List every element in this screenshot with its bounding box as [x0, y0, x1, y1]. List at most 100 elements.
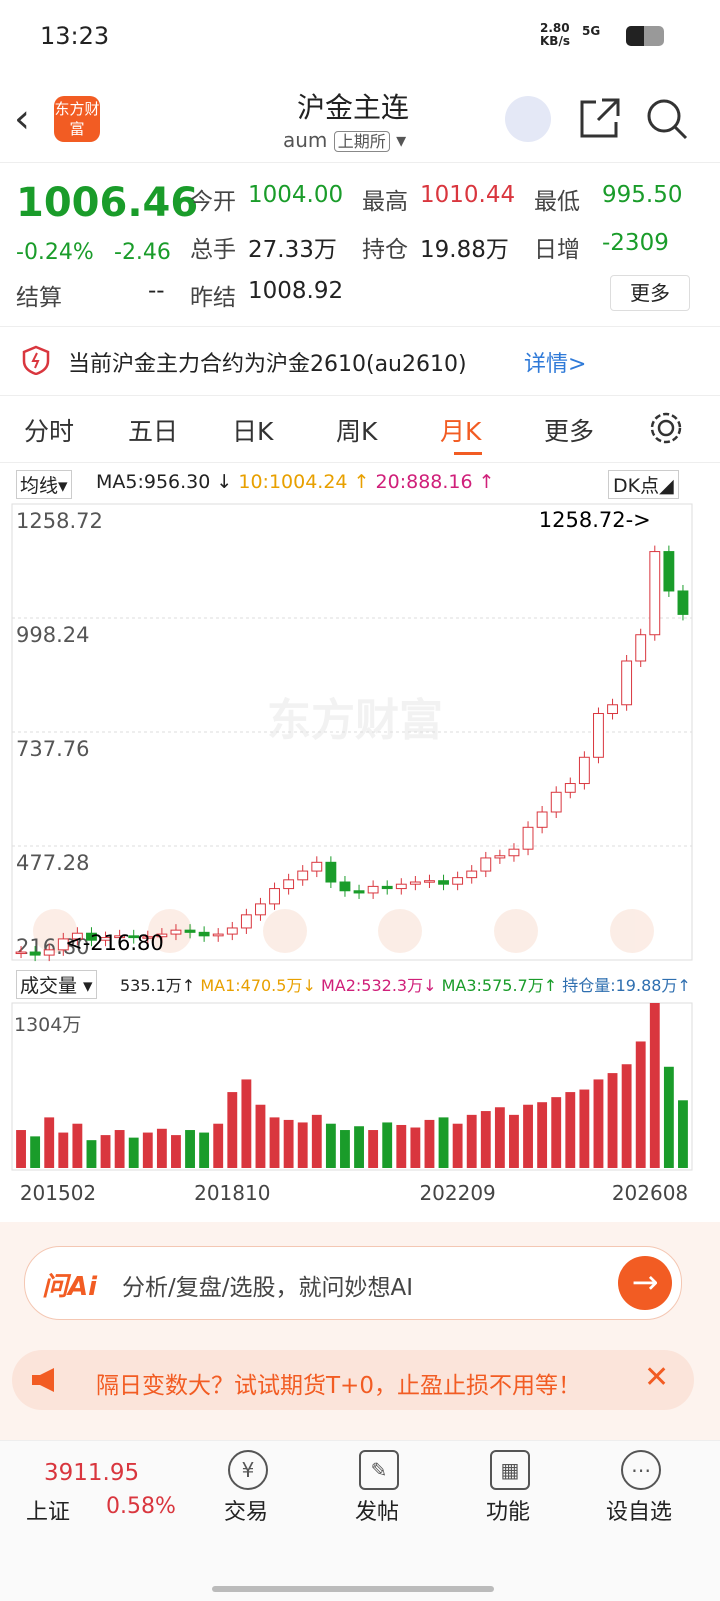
- notice-link[interactable]: 详情>: [524, 352, 587, 377]
- candle: [114, 935, 126, 939]
- volume-bar: [424, 1119, 435, 1168]
- candle: [100, 937, 111, 941]
- candle: [536, 811, 548, 828]
- candle: [86, 932, 97, 941]
- volume-bar: [635, 1041, 646, 1168]
- index-value: 3911.95: [44, 1460, 140, 1486]
- promo-close[interactable]: ✕: [644, 1360, 670, 1395]
- volume-bar: [607, 1073, 618, 1168]
- ai-input[interactable]: [24, 1246, 682, 1320]
- dk-button[interactable]: DK点◢: [608, 470, 679, 499]
- volume-select[interactable]: 成交量 ▾: [16, 970, 97, 999]
- candle: [607, 704, 618, 715]
- tab[interactable]: 分时: [24, 417, 75, 446]
- title: 沪金主连: [296, 91, 409, 124]
- change-pct: -0.24%: [16, 240, 94, 265]
- battery: [626, 26, 664, 46]
- y-tick-label: 1304万: [14, 1014, 81, 1036]
- volume-bar: [241, 1079, 252, 1168]
- candle: [128, 935, 140, 939]
- field-value: --: [148, 278, 165, 304]
- x-tick-label: 201502: [20, 1181, 96, 1205]
- volume-bar: [283, 1119, 294, 1168]
- volume-bar: [480, 1111, 491, 1168]
- network: 5G: [582, 24, 601, 38]
- candle: [353, 890, 365, 894]
- tab[interactable]: 五日: [128, 417, 179, 446]
- field-label: 持仓: [362, 237, 408, 263]
- vol-ma3: MA3:575.7万↑: [441, 976, 558, 995]
- volume-bar: [156, 1128, 167, 1168]
- field-label: 总手: [190, 237, 236, 263]
- volume-bar: [537, 1102, 548, 1168]
- candle: [452, 877, 464, 885]
- candle: [466, 870, 478, 879]
- index-pct: 0.58%: [106, 1494, 176, 1519]
- settings-icon[interactable]: [648, 410, 684, 446]
- index-name: 上证: [26, 1500, 71, 1525]
- volume-bar: [199, 1132, 210, 1168]
- volume-bar: [142, 1132, 153, 1168]
- vol-ma1: MA1:470.5万↓: [200, 976, 316, 995]
- volume-bar: [30, 1136, 41, 1168]
- tab[interactable]: 日K: [232, 417, 274, 446]
- candle: [29, 951, 41, 956]
- candle: [494, 855, 506, 859]
- candle: [71, 932, 83, 940]
- notice-text: 当前沪金主力合约为沪金2610(au2610): [68, 352, 467, 377]
- y-tick-label: 1258.72: [16, 509, 103, 533]
- volume-bar: [678, 1100, 688, 1168]
- candle: [593, 713, 604, 758]
- volume-bar: [213, 1123, 224, 1168]
- code-text: aum: [283, 128, 328, 152]
- more-button[interactable]: 更多: [610, 275, 690, 311]
- volume-bar: [368, 1130, 379, 1168]
- candle: [142, 936, 154, 939]
- status-time: 13:23: [40, 22, 110, 50]
- tab[interactable]: 更多: [544, 417, 595, 446]
- candle: [226, 927, 238, 935]
- volume-bar: [621, 1064, 632, 1168]
- volume-bar: [396, 1124, 407, 1168]
- vol: 535.1万↑: [120, 976, 196, 995]
- volume-bar: [269, 1117, 280, 1168]
- volume-bar: [466, 1114, 477, 1168]
- field-label: 最低: [534, 189, 580, 215]
- volume-bar: [325, 1123, 336, 1168]
- field-value: -2309: [602, 230, 669, 256]
- ai-send[interactable]: →: [618, 1256, 672, 1310]
- tab[interactable]: 周K: [336, 417, 378, 446]
- nav-label[interactable]: 交易: [223, 1500, 268, 1525]
- volume-bar: [593, 1079, 604, 1168]
- indicator-select[interactable]: 均线▾: [16, 470, 72, 499]
- volume-bar: [551, 1097, 562, 1168]
- volume-bar: [297, 1122, 308, 1168]
- candle: [424, 880, 435, 883]
- ai-avatar[interactable]: [505, 96, 551, 142]
- x-tick-label: 201810: [194, 1181, 270, 1205]
- back-button[interactable]: ‹: [14, 96, 30, 142]
- candle: [269, 888, 280, 905]
- nav-label[interactable]: 设自选: [605, 1500, 672, 1525]
- change: -2.46: [114, 240, 171, 265]
- field-value: 27.33万: [248, 237, 337, 263]
- candle: [395, 883, 407, 890]
- volume-bar: [340, 1130, 350, 1168]
- candle: [409, 881, 421, 885]
- field-value: 1004.00: [248, 182, 344, 208]
- volume-bar: [16, 1130, 26, 1168]
- candle: [550, 791, 562, 813]
- candle: [649, 551, 661, 636]
- y-tick-label: 998.24: [16, 623, 89, 647]
- price: 1006.46: [16, 180, 199, 226]
- nav-label[interactable]: 功能: [485, 1500, 530, 1525]
- search-icon[interactable]: [644, 96, 690, 142]
- share-icon[interactable]: [578, 96, 622, 140]
- tab[interactable]: 月K: [440, 417, 482, 446]
- volume-bar: [44, 1117, 55, 1168]
- charts: 东方财富 1258.72998.24737.76477.28216.801258…: [11, 503, 693, 1205]
- candle: [339, 881, 351, 892]
- candle: [325, 861, 337, 883]
- nav-label[interactable]: 发帖: [354, 1500, 399, 1525]
